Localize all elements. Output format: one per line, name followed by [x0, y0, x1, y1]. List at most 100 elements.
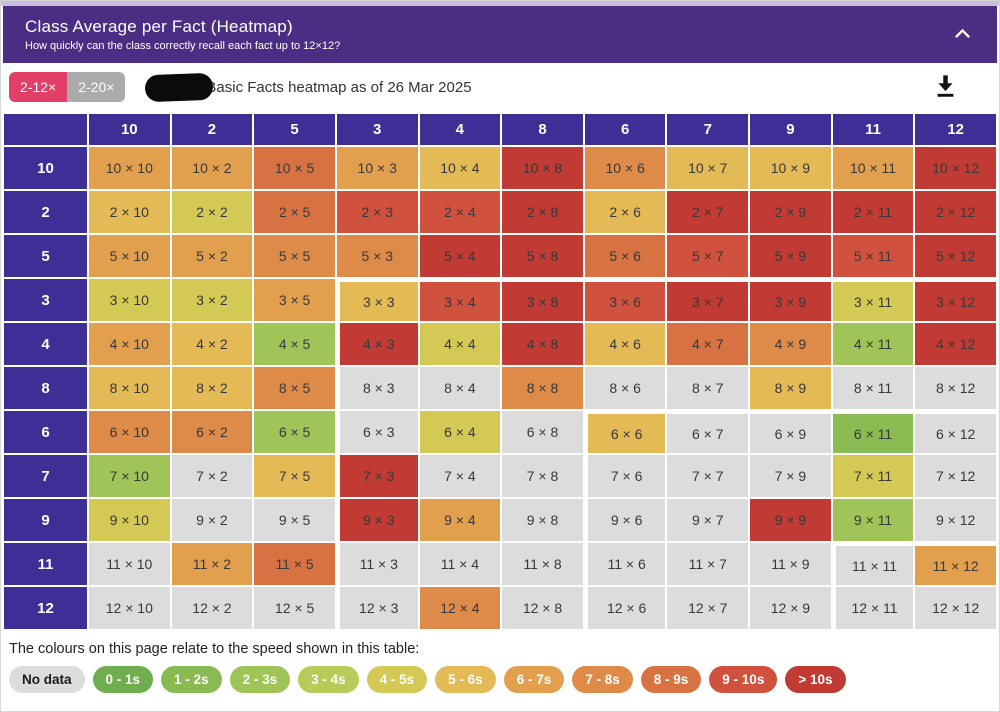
- cell-6x8: 6 × 8: [501, 410, 584, 454]
- cell-10x4: 10 × 4: [418, 146, 502, 190]
- cell-7x10: 7 × 10: [88, 454, 171, 498]
- cell-4x10: 4 × 10: [88, 322, 171, 366]
- cell-5x4: 5 × 4: [418, 234, 502, 278]
- cell-11x12: 11 × 12: [914, 542, 997, 586]
- cell-12x4: 12 × 4: [418, 586, 502, 630]
- cell-2x9: 2 × 9: [749, 190, 832, 234]
- cell-8x9: 8 × 9: [749, 366, 832, 410]
- cell-6x12: 6 × 12: [914, 410, 997, 454]
- legend-pill-Nodata: No data: [9, 666, 85, 693]
- panel-header-text: Class Average per Fact (Heatmap) How qui…: [25, 17, 340, 52]
- range-toggle-2-12[interactable]: 2-12×: [9, 72, 68, 102]
- row-header-12: 12: [3, 586, 88, 630]
- cell-12x12: 12 × 12: [914, 586, 997, 630]
- column-header-7: 7: [666, 113, 750, 146]
- cell-8x4: 8 × 4: [418, 366, 502, 410]
- cell-11x5: 11 × 5: [253, 542, 336, 586]
- cell-3x3: 3 × 3: [335, 278, 419, 322]
- cell-2x11: 2 × 11: [831, 190, 915, 234]
- cell-9x12: 9 × 12: [914, 498, 997, 542]
- cell-10x2: 10 × 2: [170, 146, 254, 190]
- cell-7x3: 7 × 3: [335, 454, 419, 498]
- row-header-7: 7: [3, 454, 88, 498]
- cell-6x7: 6 × 7: [666, 410, 750, 454]
- redacted-class-name: [144, 72, 214, 102]
- cell-8x10: 8 × 10: [88, 366, 171, 410]
- cell-9x5: 9 × 5: [253, 498, 336, 542]
- cell-5x10: 5 × 10: [88, 234, 171, 278]
- cell-4x4: 4 × 4: [418, 322, 502, 366]
- speed-legend: No data 0 - 1s 1 - 2s 2 - 3s 3 - 4s 4 - 5s 5 -…: [9, 666, 999, 693]
- cell-9x2: 9 × 2: [170, 498, 254, 542]
- top-accent-strip: [1, 1, 999, 6]
- cell-4x8: 4 × 8: [501, 322, 584, 366]
- cell-10x7: 10 × 7: [666, 146, 750, 190]
- corner-header-cell: [3, 113, 88, 146]
- heatmap-caption: Basic Facts heatmap as of 26 Mar 2025: [206, 78, 472, 96]
- cell-5x11: 5 × 11: [831, 234, 915, 278]
- toolbar: 2-12× 2-20× Basic Facts heatmap as of 26…: [1, 63, 999, 111]
- cell-2x5: 2 × 5: [253, 190, 336, 234]
- cell-3x7: 3 × 7: [666, 278, 750, 322]
- cell-4x9: 4 × 9: [749, 322, 832, 366]
- cell-6x3: 6 × 3: [335, 410, 419, 454]
- column-header-3: 3: [335, 113, 419, 146]
- cell-2x2: 2 × 2: [170, 190, 254, 234]
- cell-9x11: 9 × 11: [831, 498, 915, 542]
- cell-9x7: 9 × 7: [666, 498, 750, 542]
- cell-11x2: 11 × 2: [170, 542, 254, 586]
- cell-11x8: 11 × 8: [501, 542, 584, 586]
- cell-3x2: 3 × 2: [170, 278, 254, 322]
- cell-8x2: 8 × 2: [170, 366, 254, 410]
- download-button[interactable]: [930, 70, 961, 104]
- column-header-12: 12: [914, 113, 997, 146]
- cell-3x10: 3 × 10: [88, 278, 171, 322]
- cell-7x12: 7 × 12: [914, 454, 997, 498]
- cell-12x8: 12 × 8: [501, 586, 584, 630]
- cell-10x11: 10 × 11: [831, 146, 915, 190]
- column-header-2: 2: [170, 113, 254, 146]
- cell-2x3: 2 × 3: [335, 190, 419, 234]
- cell-2x7: 2 × 7: [666, 190, 750, 234]
- collapse-panel-button[interactable]: [948, 21, 977, 48]
- cell-2x12: 2 × 12: [914, 190, 997, 234]
- cell-5x6: 5 × 6: [583, 234, 667, 278]
- legend-pill-7-8s: 7 - 8s: [572, 666, 633, 693]
- cell-2x4: 2 × 4: [418, 190, 502, 234]
- cell-8x7: 8 × 7: [666, 366, 750, 410]
- cell-3x4: 3 × 4: [418, 278, 502, 322]
- cell-10x3: 10 × 3: [335, 146, 419, 190]
- cell-12x10: 12 × 10: [88, 586, 171, 630]
- cell-5x2: 5 × 2: [170, 234, 254, 278]
- row-header-9: 9: [3, 498, 88, 542]
- cell-12x2: 12 × 2: [170, 586, 254, 630]
- cell-9x10: 9 × 10: [88, 498, 171, 542]
- cell-10x6: 10 × 6: [583, 146, 667, 190]
- row-header-5: 5: [3, 234, 88, 278]
- cell-11x7: 11 × 7: [666, 542, 750, 586]
- column-header-11: 11: [831, 113, 915, 146]
- cell-4x6: 4 × 6: [583, 322, 667, 366]
- column-header-5: 5: [253, 113, 336, 146]
- cell-10x12: 10 × 12: [914, 146, 997, 190]
- cell-12x11: 12 × 11: [831, 586, 915, 630]
- range-toggle-2-20[interactable]: 2-20×: [67, 72, 126, 102]
- cell-12x6: 12 × 6: [583, 586, 667, 630]
- legend-pill-9-10s: 9 - 10s: [709, 666, 778, 693]
- cell-7x11: 7 × 11: [831, 454, 915, 498]
- row-header-10: 10: [3, 146, 88, 190]
- row-header-8: 8: [3, 366, 88, 410]
- cell-6x10: 6 × 10: [88, 410, 171, 454]
- cell-11x9: 11 × 9: [749, 542, 832, 586]
- cell-11x6: 11 × 6: [583, 542, 667, 586]
- cell-6x6: 6 × 6: [583, 410, 667, 454]
- column-header-10: 10: [88, 113, 171, 146]
- cell-4x11: 4 × 11: [831, 322, 915, 366]
- legend-pill-5-6s: 5 - 6s: [435, 666, 496, 693]
- row-header-4: 4: [3, 322, 88, 366]
- cell-2x8: 2 × 8: [501, 190, 584, 234]
- cell-12x7: 12 × 7: [666, 586, 750, 630]
- panel-header: Class Average per Fact (Heatmap) How qui…: [3, 6, 997, 63]
- cell-3x11: 3 × 11: [831, 278, 915, 322]
- panel-title: Class Average per Fact (Heatmap): [25, 17, 293, 36]
